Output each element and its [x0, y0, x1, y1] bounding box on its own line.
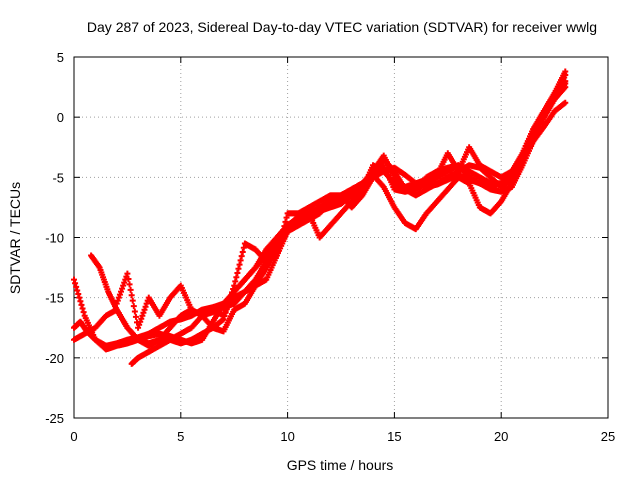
data-point — [231, 282, 238, 289]
y-tick-label: -15 — [45, 291, 64, 306]
data-point-interp — [74, 287, 81, 294]
data-point-interp — [141, 306, 148, 313]
y-tick-label: 5 — [57, 50, 64, 65]
data-point-interp — [117, 288, 124, 295]
data-point-interp — [121, 279, 128, 286]
y-tick-label: -10 — [45, 231, 64, 246]
data-point-interp — [274, 248, 281, 255]
data-point-interp — [278, 235, 285, 242]
data-point-interp — [77, 298, 84, 305]
data-point-interp — [80, 309, 87, 316]
data-point-interp — [235, 265, 242, 272]
data-point-interp — [72, 280, 79, 287]
data-point-interp — [238, 253, 245, 260]
data-point-interp — [140, 309, 147, 316]
grid-lines — [74, 57, 608, 418]
y-tick-label: -20 — [45, 351, 64, 366]
x-tick-label: 0 — [70, 429, 77, 444]
data-point — [562, 99, 569, 106]
data-point-interp — [126, 281, 133, 288]
data-point-interp — [119, 285, 126, 292]
data-point-interp — [139, 312, 146, 319]
x-tick-label: 25 — [601, 429, 615, 444]
data-point-interp — [283, 214, 290, 221]
data-point-interp — [114, 297, 121, 304]
data-point-interp — [79, 305, 86, 312]
data-point — [562, 68, 569, 75]
data-point-interp — [125, 276, 132, 283]
x-tick-label: 10 — [280, 429, 294, 444]
data-point-interp — [277, 239, 284, 246]
data-point-interp — [279, 231, 286, 238]
data-series — [71, 68, 569, 367]
ticks: 0 5 10 15 20 25 -25 -20 -15 -10 -5 0 5 — [45, 50, 615, 444]
data-point-interp — [234, 269, 241, 276]
series-trace-4 — [71, 80, 569, 347]
data-point-interp — [142, 303, 149, 310]
data-point — [562, 84, 569, 91]
y-axis-label: SDTVAR / TECUs — [7, 182, 23, 294]
data-point-interp — [143, 300, 150, 307]
x-tick-label: 5 — [177, 429, 184, 444]
data-point-interp — [239, 248, 246, 255]
x-axis-label: GPS time / hours — [287, 457, 394, 473]
data-point — [135, 324, 142, 331]
data-point-interp — [130, 303, 137, 310]
x-tick-label: 15 — [387, 429, 401, 444]
data-point-interp — [240, 244, 247, 251]
data-point — [124, 270, 131, 277]
data-point-interp — [132, 313, 139, 320]
data-point-interp — [75, 291, 82, 298]
data-point — [113, 300, 120, 307]
data-point-interp — [281, 223, 288, 230]
series-trace-1 — [71, 99, 569, 349]
data-point-interp — [116, 291, 123, 298]
data-point-interp — [282, 218, 289, 225]
data-point-interp — [237, 257, 244, 264]
data-point-interp — [129, 297, 136, 304]
chart-title: Day 287 of 2023, Sidereal Day-to-day VTE… — [87, 19, 597, 35]
series-trace-5 — [128, 84, 569, 367]
data-point — [273, 252, 280, 259]
data-point-interp — [138, 315, 145, 322]
data-point — [71, 276, 77, 283]
data-point-interp — [128, 292, 135, 299]
data-point-interp — [115, 294, 122, 301]
series-trace-3 — [88, 68, 569, 349]
data-point-interp — [78, 301, 85, 308]
data-point-interp — [131, 308, 138, 315]
y-tick-label: -5 — [52, 170, 64, 185]
y-tick-label: -25 — [45, 411, 64, 426]
data-point-interp — [127, 286, 134, 293]
series-trace-6 — [113, 78, 569, 331]
data-point-interp — [137, 318, 144, 325]
x-tick-label: 20 — [494, 429, 508, 444]
data-point-interp — [233, 274, 240, 281]
data-point-interp — [76, 294, 83, 301]
data-point-interp — [136, 321, 143, 328]
data-point-interp — [276, 244, 283, 251]
data-point-interp — [232, 278, 239, 285]
y-tick-label: 0 — [57, 110, 64, 125]
data-point — [562, 78, 569, 85]
data-point-interp — [236, 261, 243, 268]
data-point-interp — [120, 282, 127, 289]
data-point-interp — [73, 283, 80, 290]
data-point-interp — [280, 227, 287, 234]
